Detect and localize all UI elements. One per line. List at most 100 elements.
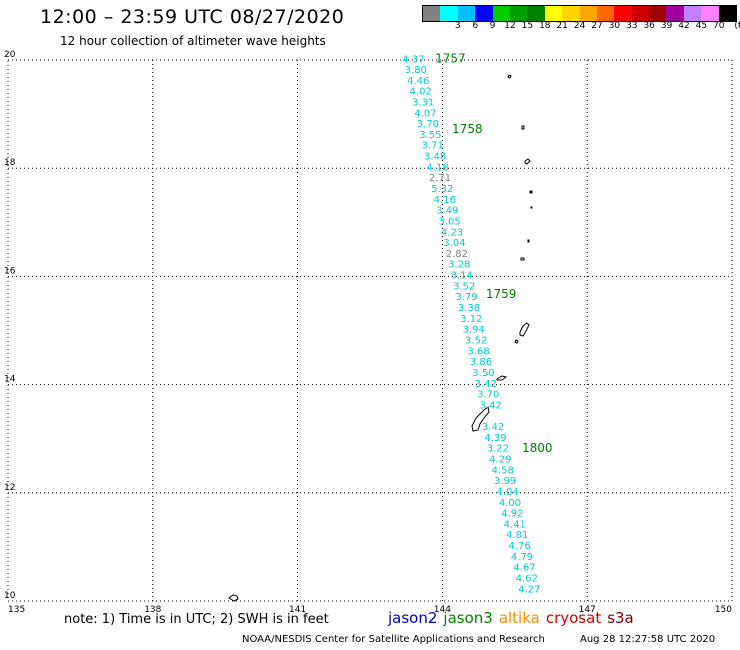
lat-tick-label: 16 — [4, 266, 16, 276]
satellite-jason3: jason3 — [443, 609, 493, 627]
colorbar-swatch — [492, 6, 510, 21]
lat-tick-label: 18 — [4, 158, 16, 168]
colorbar-swatch — [440, 6, 458, 21]
footer-note: note: 1) Time is in UTC; 2) SWH is in fe… — [64, 612, 329, 627]
lon-tick-label: 138 — [144, 605, 161, 615]
swh-value: 5.32 — [431, 184, 453, 195]
satellite-s3a: s3a — [607, 609, 634, 627]
swh-value: 3.94 — [463, 325, 485, 336]
colorbar-label: 24 — [573, 21, 586, 31]
swh-value: 3.28 — [448, 260, 470, 271]
lon-tick-label: 147 — [579, 605, 596, 615]
swh-value: 4.18 — [426, 162, 448, 173]
swh-value: 3.42 — [482, 422, 504, 433]
islands — [228, 74, 533, 602]
island-asuncion — [520, 257, 525, 261]
swh-value: 4.16 — [434, 195, 456, 206]
colorbar-swatch — [475, 6, 493, 21]
time-label: 1757 — [435, 52, 466, 66]
island-anatahan — [507, 74, 512, 79]
swh-value: 3.71 — [422, 141, 444, 152]
island-alamagan — [529, 190, 533, 194]
swh-value: 4.02 — [410, 87, 432, 98]
altimeter-track: 4.373.804.464.023.314.073.703.553.713.48… — [402, 55, 540, 596]
chart-title: 12:00 – 23:59 UTC 08/27/2020 — [40, 6, 345, 28]
colorbar-swatch — [649, 6, 667, 21]
swh-value: 4.00 — [499, 498, 521, 509]
swh-value: 4.46 — [407, 76, 429, 87]
lat-tick-label: 14 — [4, 375, 16, 385]
colorbar-swatch — [457, 6, 476, 21]
swh-value: 4.67 — [513, 563, 535, 574]
swh-value: 4.23 — [441, 227, 463, 238]
island-tinian — [514, 339, 519, 344]
swh-value: 3.86 — [470, 357, 492, 368]
colorbar-swatch — [614, 6, 632, 21]
colorbar-label: 9 — [489, 21, 496, 31]
colorbar-swatch — [683, 6, 702, 21]
colorbar-swatch — [562, 6, 580, 21]
colorbar-swatch — [596, 6, 615, 21]
swh-value: 3.55 — [419, 130, 441, 141]
swh-value: 3.04 — [443, 238, 465, 249]
time-label: 1759 — [486, 287, 517, 301]
colorbar-label: 3 — [454, 21, 461, 31]
swh-value: 3.12 — [460, 314, 482, 325]
swh-value: 3.31 — [412, 97, 434, 108]
swh-value: 4.07 — [414, 108, 436, 119]
colorbar-label: 39 — [660, 21, 673, 31]
colorbar-label: 18 — [539, 21, 551, 31]
colorbar-swatch — [701, 6, 719, 21]
swh-value: 3.70 — [417, 119, 439, 130]
lat-tick-label: 12 — [4, 483, 15, 493]
generation-timestamp: Aug 28 12:27:58 UTC 2020 — [580, 634, 716, 645]
lon-tick-label: 141 — [289, 605, 306, 615]
colorbar-swatch — [666, 6, 684, 21]
colorbar-swatch — [527, 6, 545, 21]
swh-value: 3.52 — [453, 281, 475, 292]
swh-value: 3.52 — [465, 335, 487, 346]
swh-value: 4.04 — [496, 487, 518, 498]
colorbar-label: 12 — [504, 21, 516, 31]
colorbar-swatch — [718, 6, 737, 21]
swh-value: 4.62 — [516, 574, 538, 585]
swh-value: 3.80 — [405, 65, 427, 76]
colorbar-swatch — [631, 6, 650, 21]
colorbar-swatch — [509, 6, 528, 21]
island-guam — [471, 406, 490, 432]
swh-value: 3.22 — [487, 444, 509, 455]
island-yap — [228, 594, 239, 602]
credit-line: NOAA/NESDIS Center for Satellite Applica… — [242, 634, 545, 645]
satellite-legend: jason2 jason3 altika cryosat s3a — [388, 609, 640, 627]
swh-value: 3.49 — [436, 206, 458, 217]
time-label: 1800 — [522, 441, 553, 455]
swh-value: 4.92 — [501, 509, 523, 520]
swh-value: 4.27 — [518, 584, 540, 595]
swh-value: 4.37 — [402, 55, 424, 66]
colorbar-swatch — [579, 6, 597, 21]
colorbar-swatch — [544, 6, 563, 21]
map-frame — [7, 59, 733, 602]
island-saipan — [519, 322, 530, 337]
lat-tick-label: 10 — [4, 591, 16, 601]
lon-tick-label: 144 — [434, 605, 451, 615]
swh-value: 4.79 — [511, 552, 533, 563]
satellite-altika: altika — [498, 609, 540, 627]
lon-tick-label: 150 — [715, 605, 732, 615]
chart-subtitle: 12 hour collection of altimeter wave hei… — [60, 34, 326, 48]
colorbar-label: 21 — [556, 21, 568, 31]
swh-value: 2.82 — [446, 249, 468, 260]
swh-value: 3.48 — [424, 152, 446, 163]
lat-lon-grid: 135 138 141 144 147 150 20 18 16 14 12 10 — [4, 50, 732, 615]
swh-value: 3.68 — [467, 346, 489, 357]
island-pagan — [524, 158, 531, 165]
colorbar-label: 30 — [608, 21, 621, 31]
swh-value: 3.79 — [455, 292, 477, 303]
swh-value: 4.29 — [489, 455, 511, 466]
colorbar-label: 70 — [713, 21, 725, 31]
time-labels: 1757 1758 1759 1800 — [435, 52, 552, 456]
swh-value: 2.71 — [429, 173, 451, 184]
time-label: 1758 — [452, 122, 483, 136]
